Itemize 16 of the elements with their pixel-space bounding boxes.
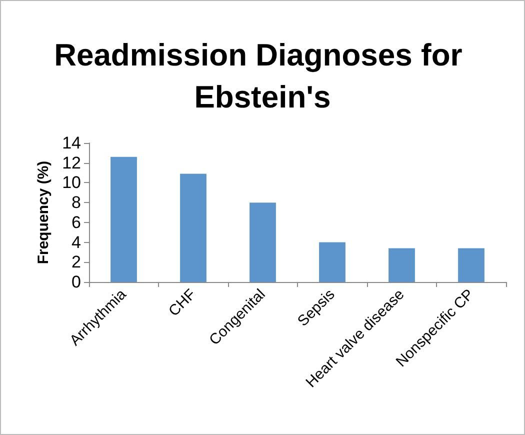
y-tick-label: 8 <box>72 193 81 212</box>
bar <box>180 174 206 282</box>
y-tick-label: 12 <box>62 153 81 172</box>
bar <box>388 248 415 282</box>
y-tick-label: 4 <box>72 232 81 252</box>
y-tick-label: 6 <box>72 212 81 232</box>
bar <box>250 202 276 282</box>
bar <box>319 242 346 282</box>
y-axis-title: Frequency (%) <box>35 160 52 264</box>
y-tick-label: 2 <box>72 252 81 272</box>
bar <box>458 248 484 282</box>
chart-title: Readmission Diagnoses for Ebstein's <box>54 38 471 114</box>
y-tick-label: 14 <box>62 134 81 152</box>
y-tick-label: 0 <box>72 272 81 292</box>
bar <box>110 156 137 282</box>
y-tick-label: 10 <box>62 173 81 192</box>
